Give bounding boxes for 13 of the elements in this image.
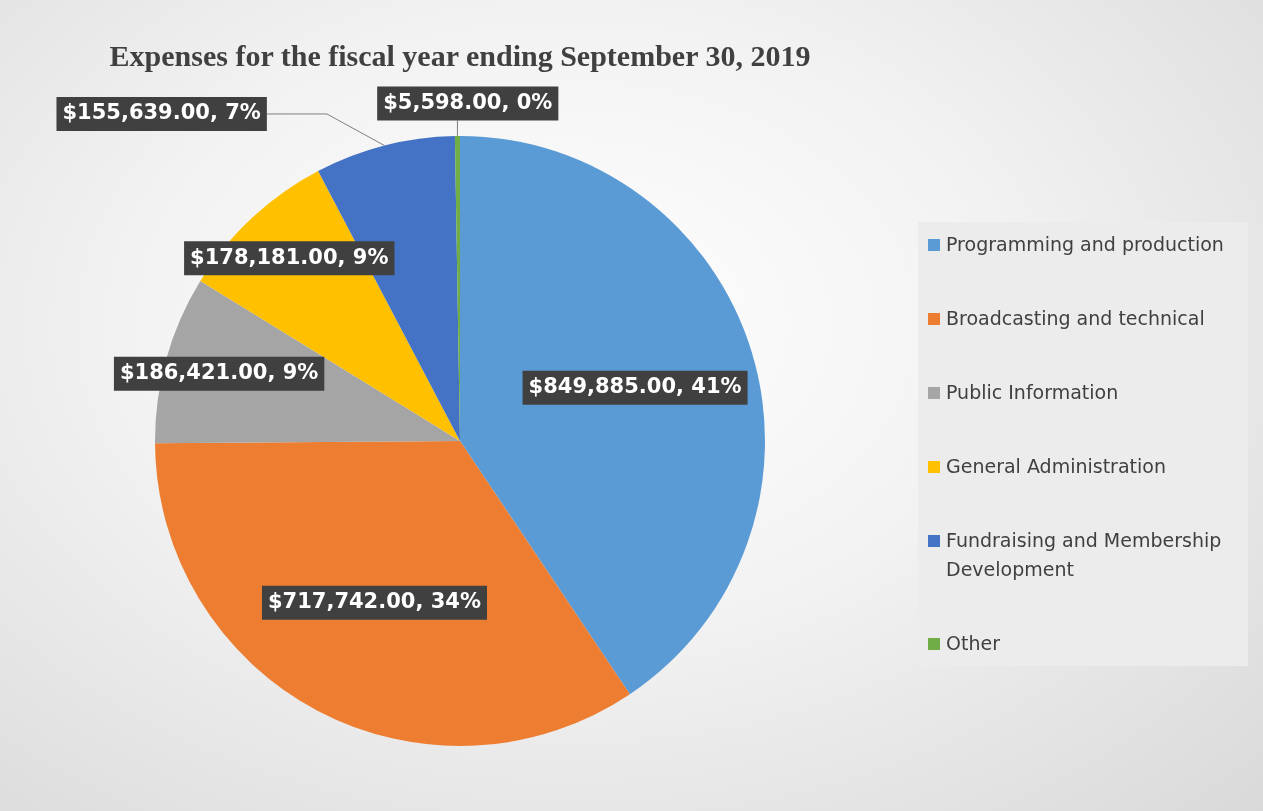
legend-label: Public Information (946, 380, 1119, 405)
chart-title: Expenses for the fiscal year ending September 30, 2019 (109, 38, 811, 72)
legend-label: Broadcasting and technical (946, 306, 1205, 331)
legend-label: Fundraising and Membership Development (946, 528, 1223, 582)
data-label: $178,181.00, 9% (190, 244, 389, 269)
data-label: $186,421.00, 9% (119, 360, 319, 385)
legend-label: Other (946, 631, 1000, 656)
data-label: $849,885.00, 41% (528, 374, 742, 399)
data-label: $5,598.00, 0% (383, 89, 553, 114)
data-label: $155,639.00, 7% (62, 100, 261, 125)
legend-label: General Administration (946, 454, 1166, 479)
legend-label: Programming and production (946, 232, 1224, 257)
data-label: $717,742.00, 34% (267, 589, 481, 614)
